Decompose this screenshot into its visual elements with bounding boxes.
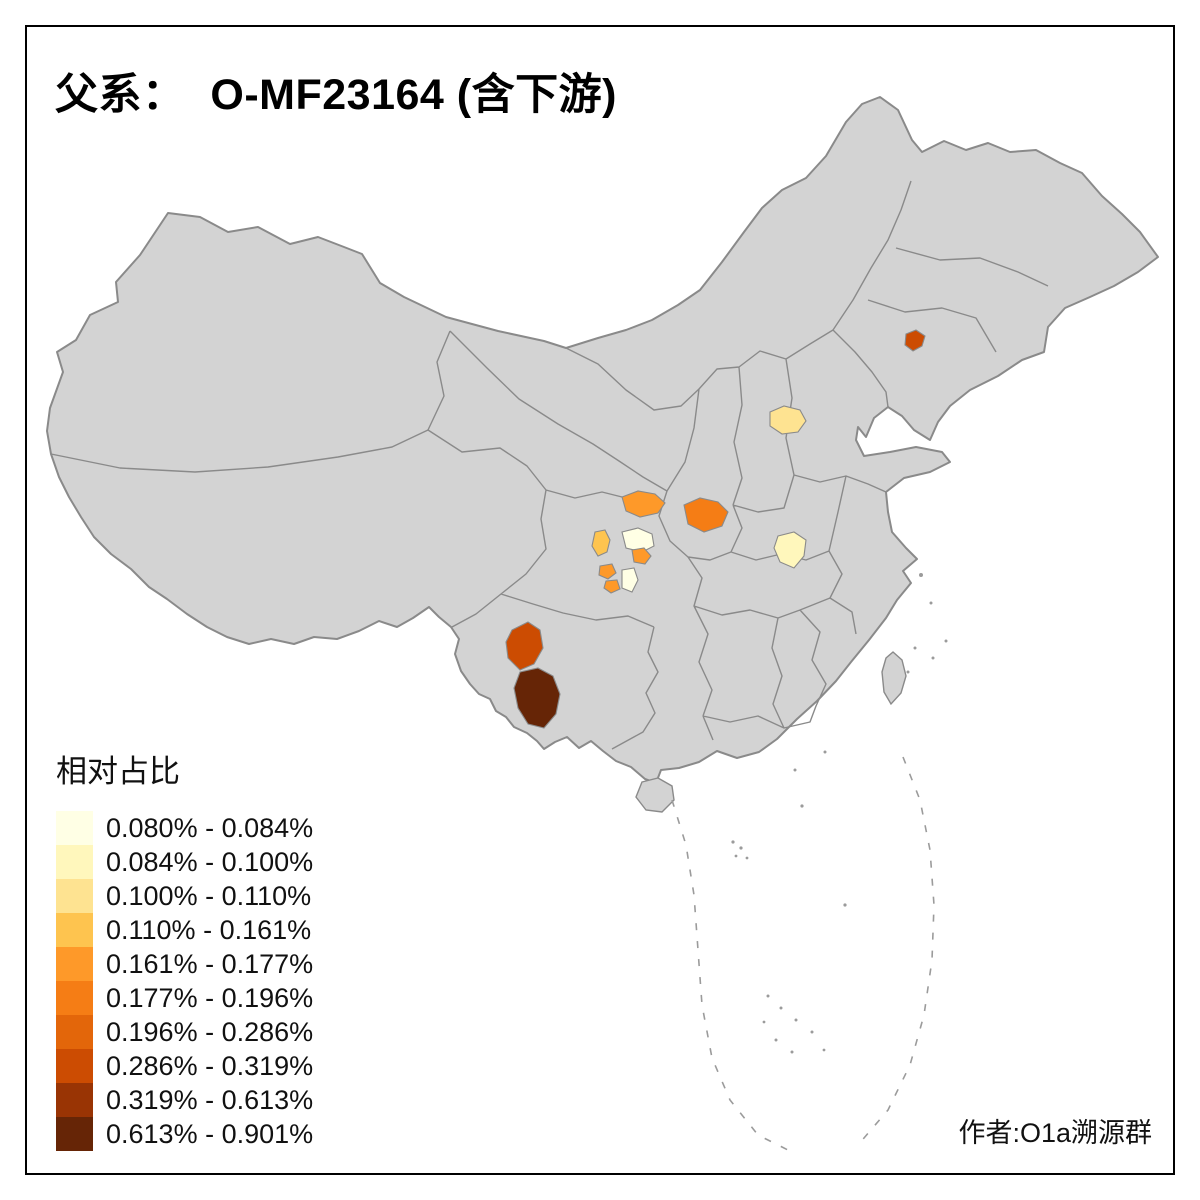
legend-swatch <box>56 947 93 981</box>
south-china-sea-dash-west <box>671 799 793 1153</box>
legend-label: 0.196% - 0.286% <box>106 1016 314 1047</box>
region-patch-central-sichuan <box>631 547 652 565</box>
legend-item: 0.196% - 0.286% <box>56 1015 313 1049</box>
mainland-china <box>46 96 1159 784</box>
region-patch-southwest-sichuan-1 <box>598 563 617 580</box>
legend-label: 0.319% - 0.613% <box>106 1084 314 1115</box>
legend-item: 0.177% - 0.196% <box>56 981 313 1015</box>
region-patch-north-sichuan <box>621 527 655 553</box>
legend-item: 0.080% - 0.084% <box>56 811 313 845</box>
legend-swatch <box>56 1015 93 1049</box>
legend-swatch <box>56 1083 93 1117</box>
legend-label: 0.084% - 0.100% <box>106 846 314 877</box>
legend-item: 0.100% - 0.110% <box>56 879 313 913</box>
region-patch-south-gansu <box>621 490 666 518</box>
region-patch-liaoning <box>904 329 926 352</box>
attribution: 作者:O1a溯源群 <box>958 1118 1152 1148</box>
region-patch-southwest-sichuan-2 <box>603 579 621 594</box>
legend-label: 0.110% - 0.161% <box>106 914 312 945</box>
legend-label: 0.286% - 0.319% <box>106 1050 314 1081</box>
legend-item: 0.110% - 0.161% <box>56 913 313 947</box>
legend-label: 0.613% - 0.901% <box>106 1118 314 1149</box>
taiwan-island <box>881 651 907 706</box>
legend-label: 0.177% - 0.196% <box>106 982 314 1013</box>
coastal-islands <box>793 573 948 772</box>
legend-item: 0.286% - 0.319% <box>56 1049 313 1083</box>
hainan-island <box>635 777 675 813</box>
legend-swatch <box>56 811 93 845</box>
region-patch-northwest-yunnan <box>505 621 544 671</box>
province-borders <box>50 180 1049 750</box>
region-patch-south-yunnan <box>513 667 561 729</box>
region-patch-south-sichuan <box>621 567 639 593</box>
legend-swatch <box>56 1117 93 1151</box>
legend-rows: 0.080% - 0.084% 0.084% - 0.100% 0.100% -… <box>56 811 313 1151</box>
south-china-sea-dash-east <box>857 756 935 1146</box>
legend-swatch <box>56 913 93 947</box>
region-patch-south-shaanxi <box>683 497 729 533</box>
south-china-sea-islands <box>731 804 847 1054</box>
region-patch-beijing-hebei <box>769 405 807 435</box>
legend-swatch <box>56 981 93 1015</box>
page-title: 父系： O-MF23164 (含下游) <box>55 71 617 119</box>
region-patch-anhui <box>773 531 807 569</box>
legend-label: 0.080% - 0.084% <box>106 812 314 843</box>
legend-swatch <box>56 1049 93 1083</box>
legend-swatch <box>56 845 93 879</box>
legend-item: 0.084% - 0.100% <box>56 845 313 879</box>
legend-label: 0.100% - 0.110% <box>106 880 312 911</box>
legend-item: 0.161% - 0.177% <box>56 947 313 981</box>
legend-label: 0.161% - 0.177% <box>106 948 314 979</box>
legend-swatch <box>56 879 93 913</box>
legend: 相对占比 0.080% - 0.084% 0.084% - 0.100% 0.1… <box>56 746 313 1151</box>
region-patch-west-sichuan <box>591 529 611 557</box>
legend-item: 0.319% - 0.613% <box>56 1083 313 1117</box>
legend-item: 0.613% - 0.901% <box>56 1117 313 1151</box>
legend-title: 相对占比 <box>56 754 180 789</box>
